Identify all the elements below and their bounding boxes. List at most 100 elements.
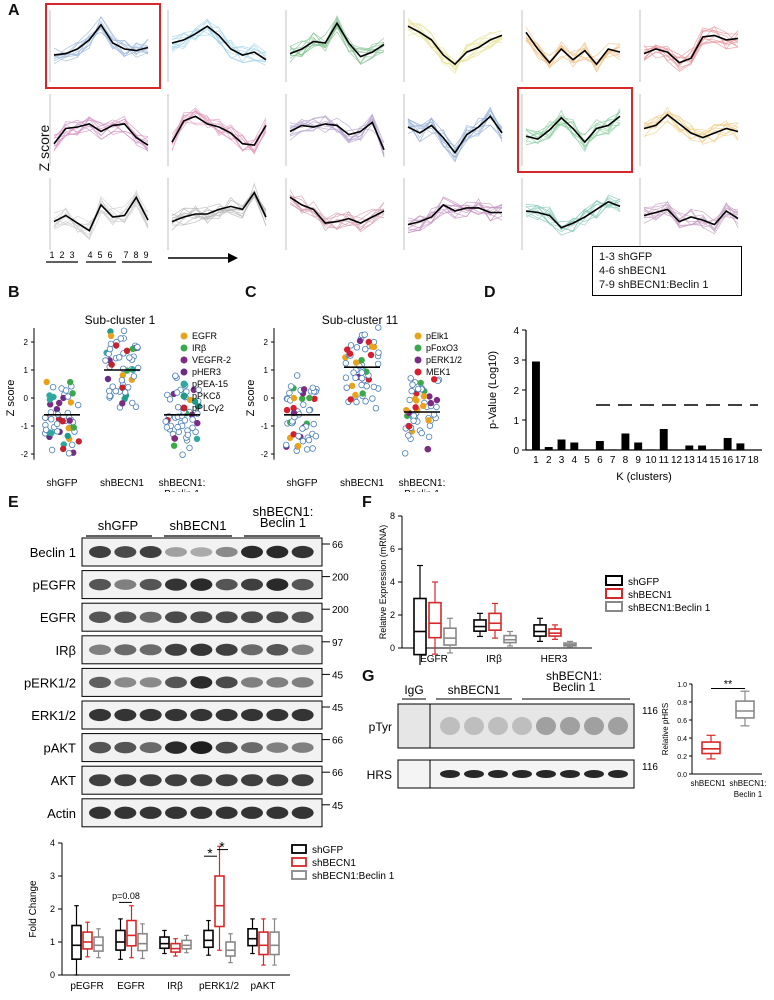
data-point	[117, 335, 124, 342]
y-tick-label: 1	[264, 366, 269, 375]
x-tick-label: 1	[533, 455, 539, 466]
time-tick-4: 4	[87, 250, 92, 260]
mrna-box-box	[473, 619, 487, 632]
blot-band	[215, 546, 238, 558]
legend-label: pHER3	[192, 367, 221, 377]
data-point	[107, 332, 115, 340]
data-point	[405, 432, 412, 439]
blot-band	[241, 611, 263, 624]
blot-band	[165, 774, 187, 787]
blot-band	[139, 578, 162, 591]
group-label-1: shBECN1	[100, 478, 144, 489]
phrs-x-label-0: shBECN1	[690, 779, 726, 788]
fc-box-box	[214, 875, 225, 928]
data-point	[62, 387, 70, 394]
data-point	[406, 396, 413, 404]
phrs-box-box	[701, 741, 721, 755]
cluster-cell-18	[639, 178, 739, 250]
blot-band	[266, 578, 289, 591]
data-point	[48, 429, 55, 437]
data-point	[191, 398, 199, 405]
blot-band	[215, 774, 238, 787]
p-value-annotation: p=0.08	[112, 891, 140, 901]
cluster-cell-8	[167, 94, 267, 166]
blot-band	[266, 742, 289, 753]
cluster-member-line	[53, 26, 149, 65]
cluster-member-line	[171, 25, 267, 63]
data-point	[417, 379, 424, 387]
blot-band	[241, 677, 263, 688]
bar-k17	[736, 443, 745, 450]
x-tick-label: 9	[635, 455, 641, 466]
data-point	[174, 423, 181, 431]
blot-band	[266, 708, 289, 722]
data-point	[283, 406, 291, 414]
data-point	[134, 343, 141, 351]
cluster-member-line	[407, 114, 503, 162]
legend-dot	[180, 332, 188, 340]
cluster-member-line	[289, 201, 385, 233]
legend-swatch	[605, 601, 623, 612]
blot-band	[215, 708, 238, 722]
data-point	[306, 406, 313, 414]
cluster-member-line	[171, 111, 267, 145]
time-tick-1: 1	[49, 250, 54, 260]
phrs-x-label-1-line: shBECN1:	[729, 779, 766, 788]
phrs-box-box	[735, 700, 755, 719]
blot-band	[291, 708, 314, 722]
group-label-2-line: shBECN1:	[399, 478, 446, 489]
blot-band	[266, 611, 289, 624]
legend-line-1: 1-3 shGFP	[599, 251, 653, 263]
blot-band	[89, 676, 111, 689]
data-point	[306, 394, 313, 402]
data-point	[294, 442, 302, 450]
data-point	[109, 383, 116, 390]
y-tick-label: 0	[264, 394, 269, 403]
blot-band	[89, 578, 111, 591]
blot-band	[241, 806, 263, 819]
fc-box-box	[93, 936, 104, 952]
blot-band	[190, 547, 213, 557]
group-label-0-line: shGFP	[46, 478, 77, 489]
y-tick-label: 4	[390, 577, 395, 587]
y-tick-label: 0	[390, 643, 395, 653]
x-tick-label: pERK1/2	[199, 981, 239, 992]
ip-band	[488, 770, 508, 778]
data-point	[173, 389, 181, 396]
lane-label-rescue-line: shBECN1:	[546, 670, 602, 683]
data-point	[42, 414, 49, 421]
x-axis-label: K (clusters)	[616, 471, 672, 483]
group-label-1: shBECN1	[340, 478, 384, 489]
x-tick-label: 17	[735, 455, 747, 466]
data-point	[299, 425, 306, 432]
legend-label: pElk1	[426, 331, 449, 341]
data-point	[189, 416, 196, 423]
data-point	[300, 401, 307, 408]
data-point	[48, 415, 55, 423]
blot-band	[114, 546, 137, 558]
blot-band	[165, 611, 187, 624]
y-tick-label: 0.4	[677, 736, 687, 743]
blot-band	[139, 677, 162, 688]
fc-box-box	[126, 919, 137, 947]
cluster-member-line	[407, 24, 503, 63]
panel-letter-b: B	[8, 284, 20, 301]
cluster-mean-line	[53, 195, 149, 232]
data-point	[66, 378, 74, 386]
blot-band	[190, 708, 213, 722]
x-tick-label: 7	[610, 455, 616, 466]
bar-k13	[685, 445, 694, 450]
sub-cluster-title: Sub-cluster 11	[322, 313, 399, 327]
x-tick-label: HER3	[541, 654, 568, 665]
sub-cluster-11-plot: Sub-cluster 11 Z score 2 1 0 -1 -2 shGFP shBECN1…	[245, 313, 462, 492]
blot-label-3: IRβ	[56, 643, 76, 658]
cluster-member-line	[525, 116, 621, 147]
data-point	[171, 435, 179, 442]
cluster-member-line	[289, 16, 385, 65]
blot-label-8: Actin	[47, 806, 76, 821]
bar-k7	[608, 449, 617, 450]
y-tick-label: 2	[24, 338, 29, 347]
time-tick-9: 9	[143, 250, 148, 260]
blot-band	[266, 806, 289, 819]
phrs-x-label-1-line: Beclin 1	[734, 790, 763, 799]
